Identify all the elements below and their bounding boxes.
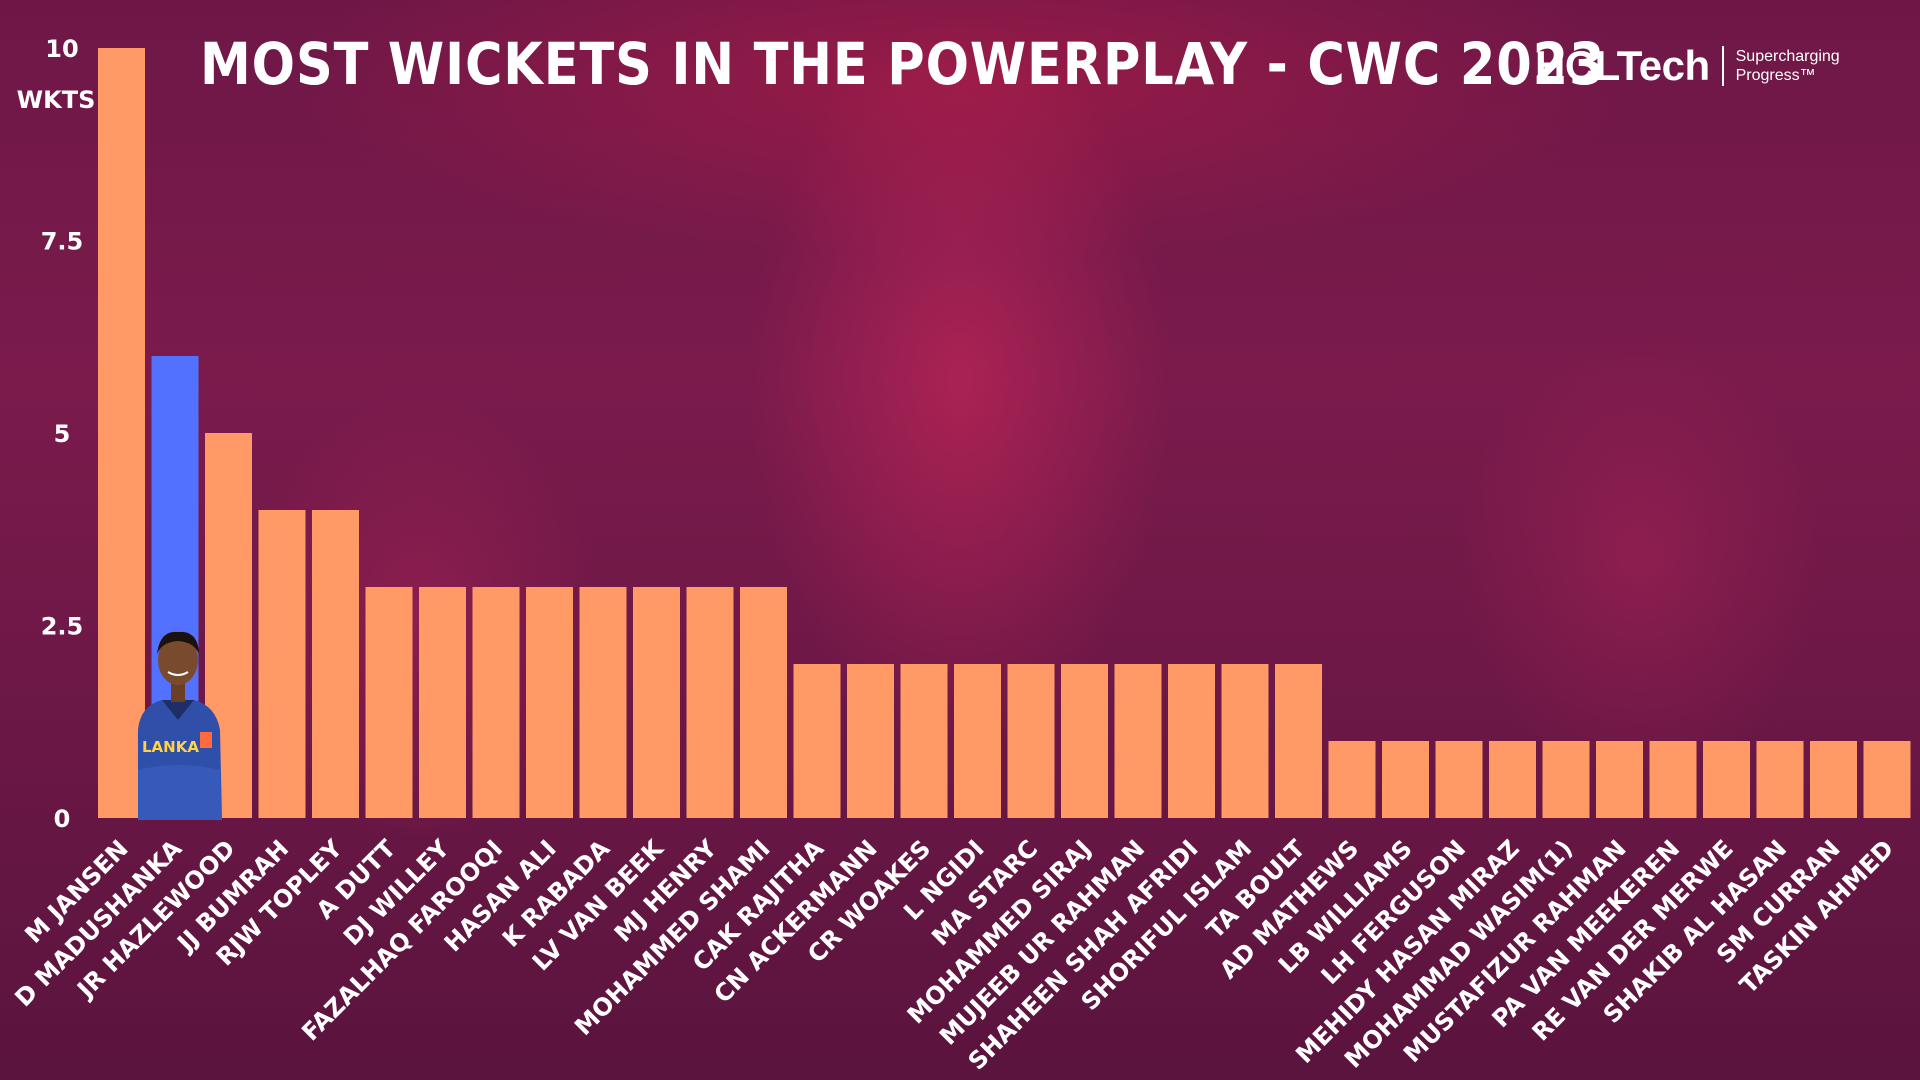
bar-sm-curran [1810,741,1857,818]
bars-group [98,48,1911,818]
bar-jj-bumrah [258,510,306,818]
bar-rjw-topley [312,510,359,818]
bar-taskin-ahmed [1863,741,1911,818]
bar-mehidy-hasan-miraz [1489,741,1536,818]
bar-lb-williams [1382,741,1429,818]
player-shirt-text: LANKA [142,738,199,756]
bar-hasan-ali [526,587,573,818]
bar-shakib-al-hasan [1756,741,1804,818]
bar-cn-ackermann [847,664,894,818]
logo-divider [1721,46,1724,86]
bar-shaheen-shah-afridi [1168,664,1215,818]
bar-cr-woakes [900,664,948,818]
bar-a-dutt [365,587,413,818]
bar-pa-van-meekeren [1649,741,1697,818]
bar-dj-willey [419,587,466,818]
y-tick-label: 10 [45,35,78,63]
bar-ma-starc [1007,664,1055,818]
logo-tagline: Supercharging Progress™ [1736,47,1840,85]
bar-lv-van-beek [633,587,680,818]
logo-tagline-line1: Supercharging [1735,48,1840,65]
y-tick-label: 0 [54,805,71,833]
y-axis-label: WKTS [17,86,96,114]
bar-lh-ferguson [1435,741,1483,818]
bar-l-ngidi [954,664,1001,818]
bar-mohammed-siraj [1061,664,1108,818]
bar-fazalhaq-farooqi [472,587,520,818]
logo-tagline-line2: Progress™ [1735,67,1816,84]
logo-wordmark: HCLTech [1535,42,1710,89]
bar-ad-mathews [1328,741,1376,818]
chart-title: MOST WICKETS IN THE POWERPLAY - CWC 2023 [200,30,1606,98]
bar-cak-rajitha [793,664,841,818]
bar-re-van-der-merwe [1703,741,1750,818]
bar-ta-boult [1275,664,1322,818]
y-axis-ticks: 0 2.5 5 7.5 10 [41,35,84,833]
hcltech-logo: HCLTech Supercharging Progress™ [1535,42,1840,89]
bar-mujeeb-ur-rahman [1114,664,1162,818]
bar-shoriful-islam [1221,664,1269,818]
y-tick-label: 7.5 [41,228,84,256]
bar-mohammad-wasim-1- [1542,741,1590,818]
bar-mj-henry [686,587,734,818]
bar-mohammed-shami [740,587,787,818]
bar-m-jansen [98,48,145,818]
bar-mustafizur-rahman [1596,741,1643,818]
cricketer-photo-icon: LANKA [138,631,222,820]
y-tick-label: 5 [54,420,71,448]
y-tick-label: 2.5 [41,613,84,641]
bar-k-rabada [579,587,627,818]
